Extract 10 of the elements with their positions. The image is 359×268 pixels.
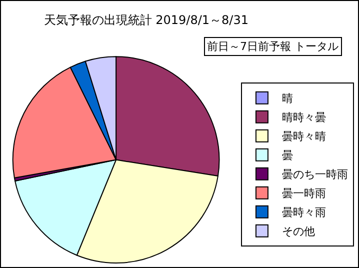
legend-label: 曇一時雨 bbox=[282, 187, 326, 200]
legend-label: 曇時々晴 bbox=[282, 130, 326, 144]
legend-label: 晴 bbox=[282, 92, 293, 106]
chart-subtitle: 前日～7日前予報 トータル bbox=[207, 40, 338, 53]
legend-label: その他 bbox=[282, 225, 315, 238]
legend-label: 曇 bbox=[282, 149, 293, 162]
legend-label: 曇のち一時雨 bbox=[282, 168, 348, 182]
chart-title: 天気予報の出現統計 2019/8/1～8/31 bbox=[44, 12, 248, 27]
legend-label: 曇時々雨 bbox=[282, 206, 326, 220]
legend-label: 晴時々曇 bbox=[282, 111, 326, 124]
